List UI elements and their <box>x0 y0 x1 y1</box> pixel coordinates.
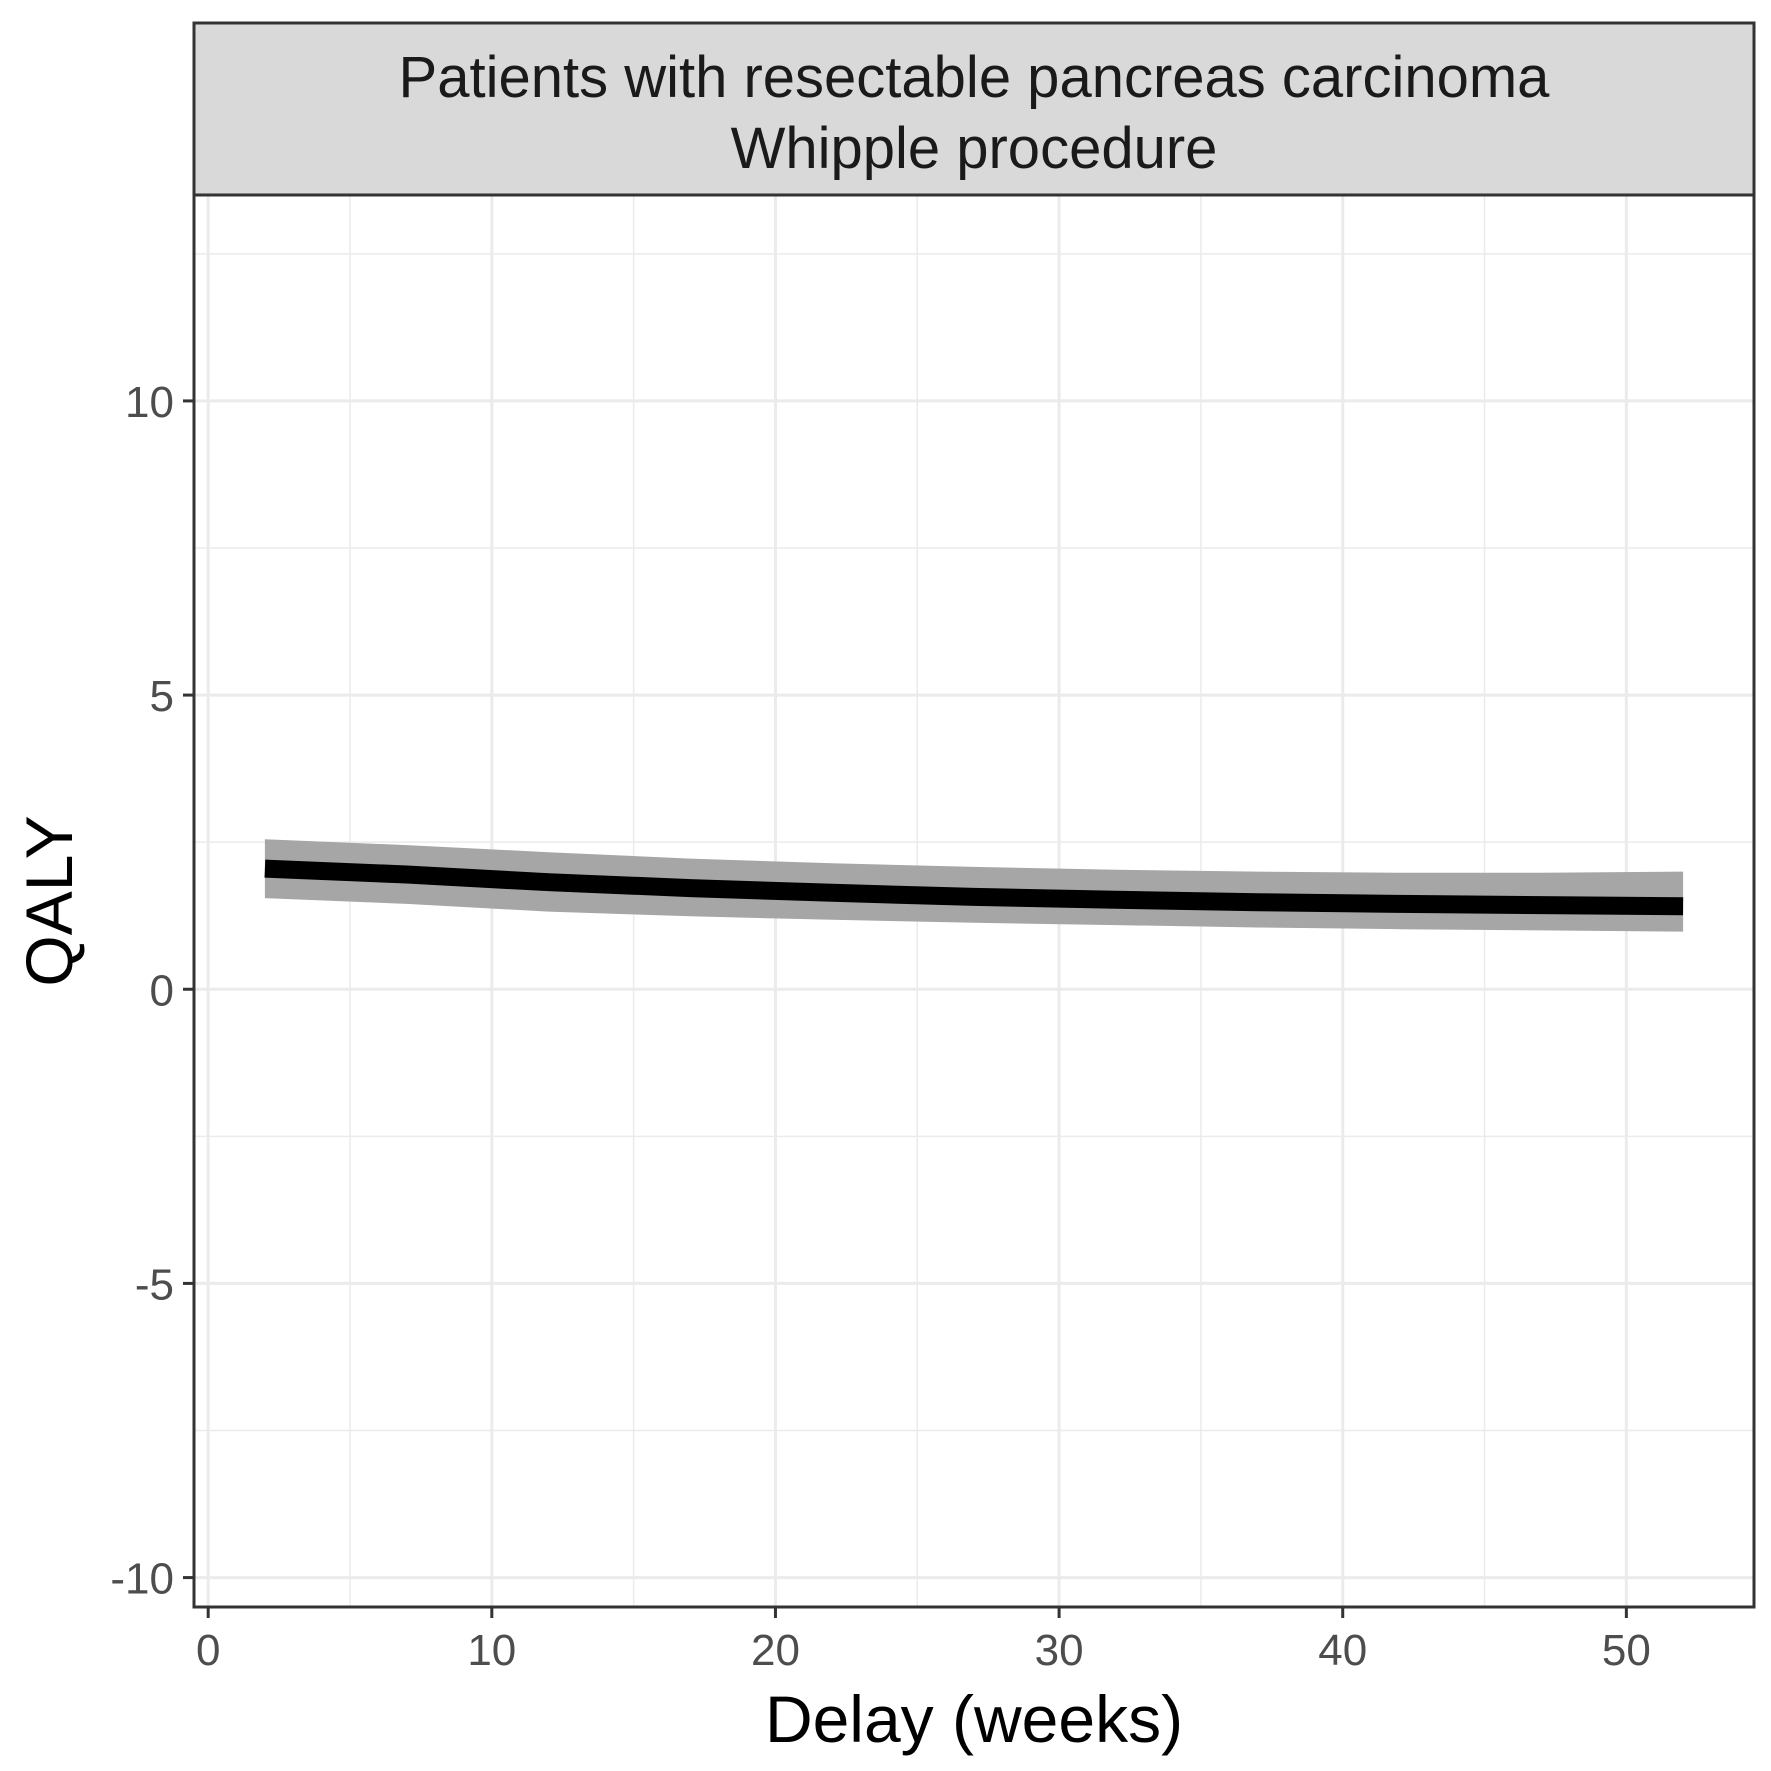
x-tick-label: 50 <box>1602 1626 1651 1675</box>
x-axis-title: Delay (weeks) <box>765 1682 1183 1756</box>
y-axis: -10 -5 0 5 10 <box>110 378 194 1604</box>
series-layer <box>264 839 1684 932</box>
qaly-line <box>264 859 1684 916</box>
y-tick-label: 0 <box>150 966 174 1015</box>
x-tick-label: 40 <box>1318 1626 1367 1675</box>
panel-border <box>192 193 1756 1609</box>
y-tick-label: 5 <box>150 672 174 721</box>
x-tick-label: 0 <box>196 1626 220 1675</box>
x-tick-label: 10 <box>467 1626 516 1675</box>
y-tick-label: -10 <box>110 1555 174 1604</box>
y-tick-label: -5 <box>135 1260 174 1309</box>
facet-strip <box>192 21 1756 197</box>
x-axis: 0 10 20 30 40 50 <box>196 1607 1651 1675</box>
facet-title-line-2: Whipple procedure <box>731 116 1218 181</box>
facet-title-line-1: Patients with resectable pancreas carcin… <box>399 45 1551 110</box>
y-axis-title: QALY <box>12 815 86 986</box>
x-tick-label: 30 <box>1035 1626 1084 1675</box>
x-tick-label: 20 <box>751 1626 800 1675</box>
y-tick-label: 10 <box>125 378 174 427</box>
